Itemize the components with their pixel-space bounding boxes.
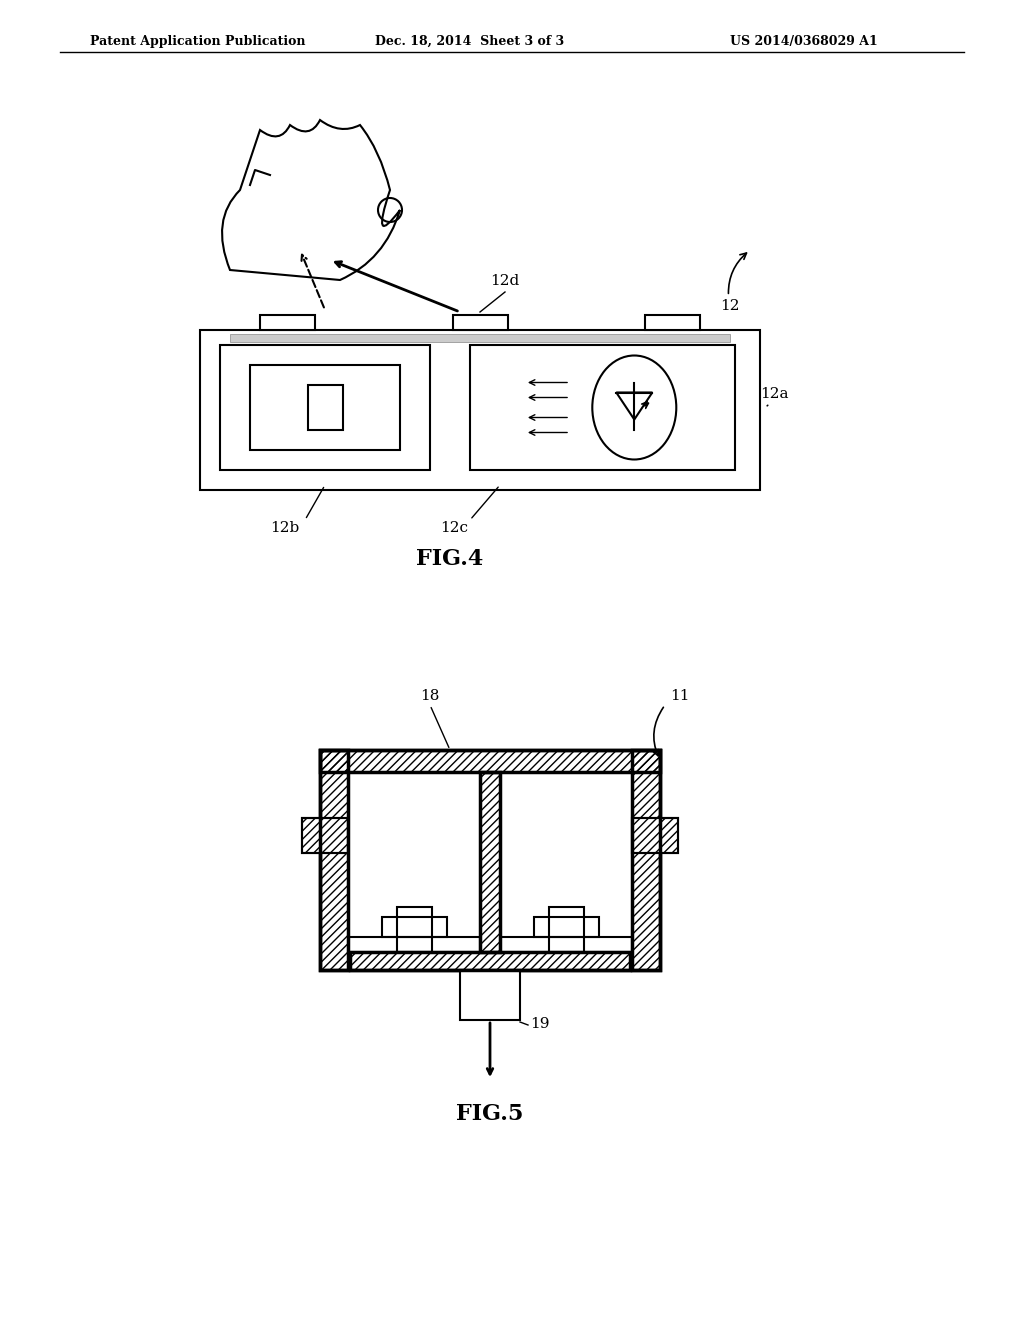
Text: FIG.5: FIG.5 [457, 1104, 523, 1125]
Text: FIG.4: FIG.4 [417, 548, 483, 570]
Bar [480, 772, 500, 952]
Bar [250, 366, 400, 450]
Bar [645, 315, 700, 330]
Bar [230, 334, 730, 342]
Bar [302, 818, 348, 853]
Text: US 2014/0368029 A1: US 2014/0368029 A1 [730, 36, 878, 48]
Bar [632, 818, 678, 853]
Text: 12a: 12a [760, 387, 788, 405]
Bar [534, 917, 598, 937]
PathPatch shape [222, 120, 400, 280]
Bar [460, 970, 520, 1020]
Bar [302, 818, 348, 853]
Bar [348, 772, 632, 952]
Bar [260, 315, 315, 330]
Bar [302, 818, 348, 853]
Bar [480, 772, 500, 952]
Bar [632, 750, 660, 970]
Bar [350, 952, 630, 970]
Bar [200, 330, 760, 490]
Text: 19: 19 [530, 1016, 550, 1031]
Text: Patent Application Publication: Patent Application Publication [90, 36, 305, 48]
Bar [220, 345, 430, 470]
Ellipse shape [592, 355, 676, 459]
Bar [319, 750, 348, 970]
Bar [319, 750, 660, 772]
Bar [632, 818, 678, 853]
Bar [319, 750, 348, 970]
Text: 11: 11 [671, 689, 690, 704]
Bar [319, 750, 660, 772]
Bar [632, 750, 660, 970]
Bar [348, 937, 480, 952]
Bar [382, 917, 446, 937]
Bar [549, 907, 584, 952]
Bar [319, 750, 660, 970]
Text: 12b: 12b [270, 521, 299, 535]
Text: 12c: 12c [440, 521, 468, 535]
Text: 12d: 12d [490, 275, 519, 288]
Bar [307, 385, 342, 430]
Bar [396, 907, 431, 952]
Bar [350, 952, 630, 970]
Bar [470, 345, 735, 470]
Bar [500, 937, 632, 952]
Text: 18: 18 [420, 689, 439, 704]
Bar [632, 818, 678, 853]
Bar [453, 315, 508, 330]
Text: Dec. 18, 2014  Sheet 3 of 3: Dec. 18, 2014 Sheet 3 of 3 [375, 36, 564, 48]
Text: 12: 12 [720, 253, 746, 313]
